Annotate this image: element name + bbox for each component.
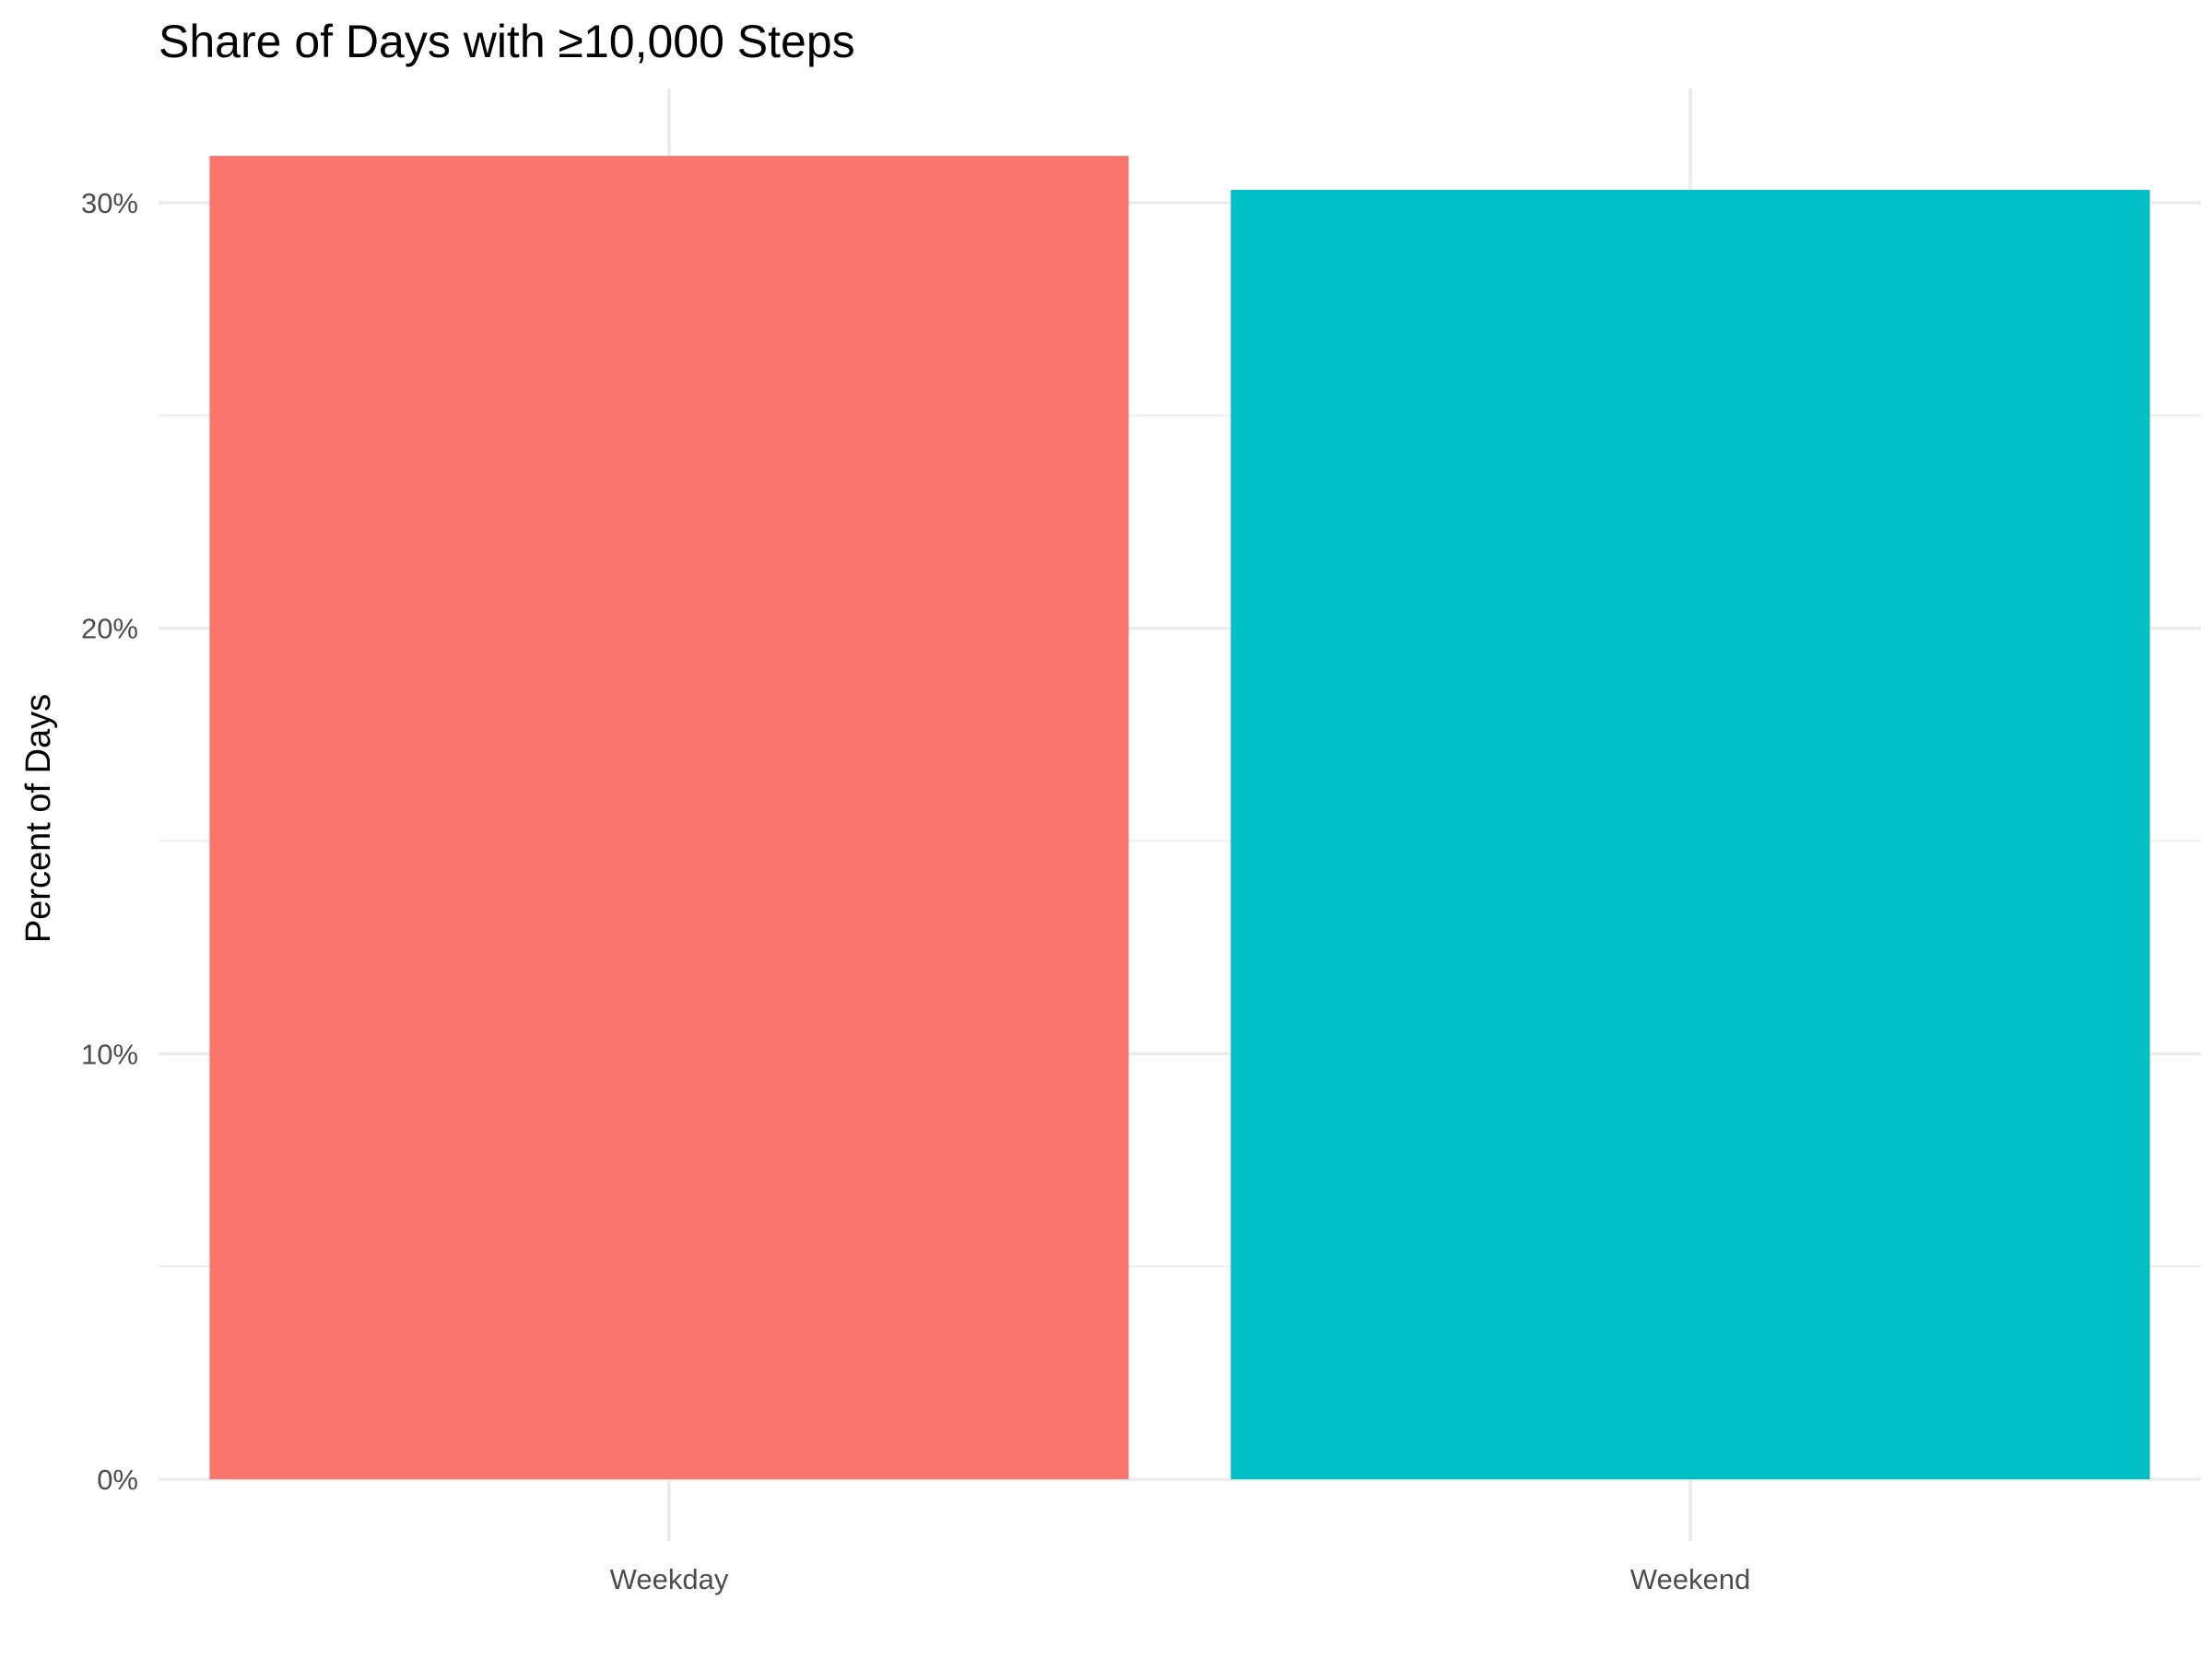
y-tick-labels: 0% 10% 20% 30% <box>81 187 138 1496</box>
x-tick-label: Weekend <box>1630 1563 1750 1595</box>
bar-weekday <box>209 156 1129 1479</box>
y-tick-label: 0% <box>97 1464 138 1496</box>
chart-title: Share of Days with ≥10,000 Steps <box>159 16 855 67</box>
bars <box>209 156 2150 1480</box>
y-tick-label: 30% <box>81 187 138 219</box>
y-tick-label: 10% <box>81 1038 138 1070</box>
x-tick-labels: Weekday Weekend <box>610 1563 1751 1595</box>
y-tick-label: 20% <box>81 613 138 645</box>
y-axis-label: Percent of Days <box>19 694 58 943</box>
x-tick-label: Weekday <box>610 1563 729 1595</box>
bar-weekend <box>1230 190 2150 1480</box>
